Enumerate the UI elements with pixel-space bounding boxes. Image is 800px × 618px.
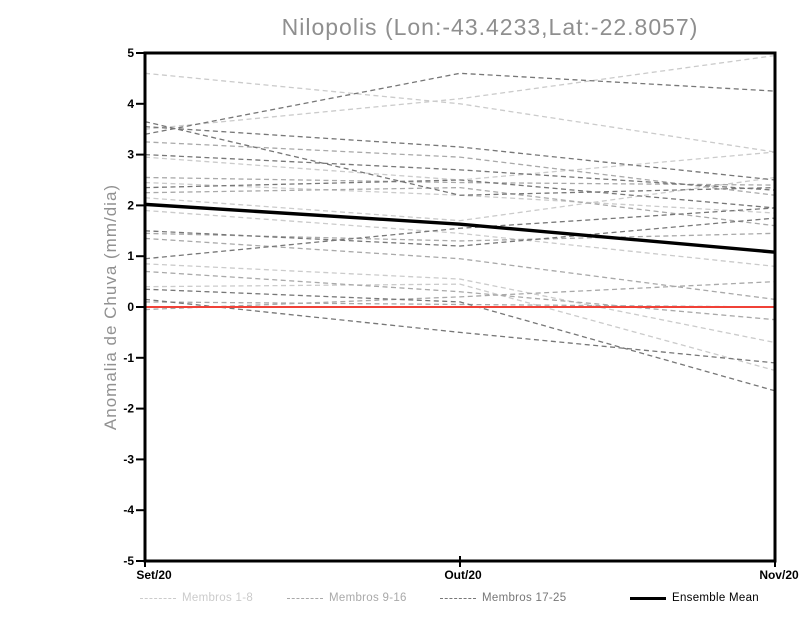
svg-text:-3: -3 xyxy=(123,452,134,466)
dashed-line-swatch xyxy=(287,597,323,599)
legend-entry-membros-9-16: Membros 9-16 xyxy=(287,591,407,605)
svg-text:Set/20: Set/20 xyxy=(136,568,172,582)
legend-label: Membros 17-25 xyxy=(482,592,567,604)
legend-label: Ensemble Mean xyxy=(672,592,759,604)
legend-label: Membros 1-8 xyxy=(182,592,254,604)
svg-text:3: 3 xyxy=(127,148,134,162)
svg-text:-2: -2 xyxy=(123,402,134,416)
svg-text:5: 5 xyxy=(127,46,134,60)
svg-text:-5: -5 xyxy=(123,554,134,568)
svg-text:4: 4 xyxy=(127,97,134,111)
legend-entry-ensemble-mean: Ensemble Mean xyxy=(630,591,759,605)
svg-text:Nov/20: Nov/20 xyxy=(759,568,799,582)
legend: Membros 1-8 Membros 9-16 Membros 17-25 E… xyxy=(0,591,800,607)
dashed-line-swatch xyxy=(440,597,476,599)
svg-text:-4: -4 xyxy=(123,503,134,517)
solid-line-swatch xyxy=(630,596,666,600)
svg-text:-1: -1 xyxy=(123,351,134,365)
legend-label: Membros 9-16 xyxy=(329,592,407,604)
svg-text:1: 1 xyxy=(127,249,134,263)
dashed-line-swatch xyxy=(140,597,176,599)
svg-text:2: 2 xyxy=(127,198,134,212)
legend-entry-membros-17-25: Membros 17-25 xyxy=(440,591,566,605)
svg-text:0: 0 xyxy=(127,300,134,314)
svg-text:Out/20: Out/20 xyxy=(444,568,482,582)
legend-entry-membros-1-8: Membros 1-8 xyxy=(140,591,253,605)
chart-title: Nilopolis (Lon:-43.4233,Lat:-22.8057) xyxy=(281,14,699,40)
